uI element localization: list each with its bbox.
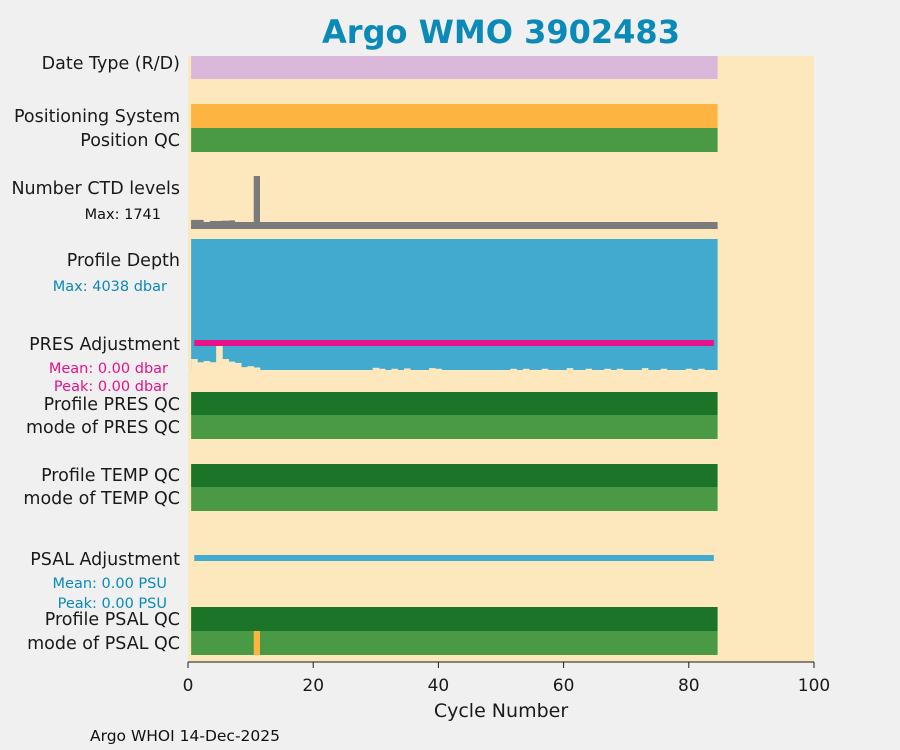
profile-depth-area <box>191 239 718 370</box>
profile-depth-notch-cycle-52 <box>510 368 517 370</box>
x-tick-label-100: 100 <box>798 676 830 696</box>
row-label-psal-adjustment: PSAL Adjustment <box>30 550 180 570</box>
x-tick-label-20: 20 <box>302 676 324 696</box>
row-label-positioning-system: Positioning System <box>14 107 180 127</box>
date-type-bar <box>191 56 718 79</box>
profile-depth-notch-cycle-57 <box>541 368 549 370</box>
profile-depth-notch-cycle-67 <box>604 368 611 370</box>
pres-adjustment-line <box>194 340 714 346</box>
row-label-profile-pres-qc: Profile PRES QC <box>44 395 180 415</box>
profile-depth-notch-cycle-33 <box>391 368 399 370</box>
row-label-mode-pres-qc: mode of PRES QC <box>26 418 180 438</box>
profile-depth-notch-cycle-54 <box>522 368 530 370</box>
profile-depth-notch-cycle-2 <box>197 362 204 370</box>
profile-depth-notch-cycle-11 <box>253 367 261 370</box>
depth-max-text: Max: 4038 dbar <box>53 279 167 295</box>
profile-depth-notch-cycle-80 <box>685 368 693 370</box>
ctd-levels-bar-cycle-5 <box>216 220 223 229</box>
ctd-levels-bar-cycle-1 <box>191 219 198 229</box>
row-label-mode-psal-qc: mode of PSAL QC <box>27 634 180 654</box>
psal-adj-mean-text: Mean: 0.00 PSU <box>53 576 167 592</box>
x-tick-label-80: 80 <box>678 676 700 696</box>
pres-adj-mean-text: Mean: 0.00 dbar <box>49 361 168 377</box>
row-label-mode-temp-qc: mode of TEMP QC <box>23 489 180 509</box>
ctd-levels-bar-cycle-7 <box>228 220 235 229</box>
row-label-position-qc: Position QC <box>80 131 180 151</box>
profile-depth-notch-cycle-9 <box>241 367 248 370</box>
ctd-levels-bar-cycle-11 <box>253 176 260 229</box>
mode-psal-qc-flag-cycle-11 <box>253 631 260 655</box>
profile-depth-notch-cycle-64 <box>585 368 593 370</box>
psal-adjustment-line <box>194 555 714 561</box>
positioning-system-bar <box>191 104 718 128</box>
x-tick-label-60: 60 <box>553 676 575 696</box>
position-qc-bar <box>191 128 718 152</box>
profile-depth-notch-cycle-3 <box>203 360 211 370</box>
profile-depth-notch-cycle-35 <box>403 368 411 370</box>
profile-depth-notch-cycle-30 <box>372 367 380 370</box>
ctd-levels-baseline <box>191 222 718 229</box>
profile-depth-notch-cycle-10 <box>247 366 255 370</box>
row-label-ctd-levels: Number CTD levels <box>11 179 180 199</box>
mode-psal-qc-bar <box>191 631 718 655</box>
row-label-profile-psal-qc: Profile PSAL QC <box>45 610 180 630</box>
profile-depth-notch-cycle-40 <box>435 368 442 370</box>
mode-temp-qc-bar <box>191 487 718 511</box>
row-label-profile-temp-qc: Profile TEMP QC <box>41 466 180 486</box>
ctd-levels-bar-cycle-4 <box>209 220 217 229</box>
profile-psal-qc-bar <box>191 607 718 631</box>
ctd-levels-bar-cycle-6 <box>222 220 229 229</box>
profile-depth-notch-cycle-76 <box>660 368 668 370</box>
pres-adj-peak-text: Peak: 0.00 dbar <box>54 379 168 395</box>
row-label-date-type: Date Type (R/D) <box>42 54 180 74</box>
footer-credit: Argo WHOI 14-Dec-2025 <box>90 727 280 745</box>
row-label-pres-adjustment: PRES Adjustment <box>29 335 180 355</box>
psal-adj-peak-text: Peak: 0.00 PSU <box>58 596 167 612</box>
profile-depth-notch-cycle-39 <box>429 368 436 370</box>
ctd-max-text: Max: 1741 <box>85 207 161 223</box>
mode-pres-qc-bar <box>191 415 718 439</box>
x-tick-label-40: 40 <box>428 676 450 696</box>
profile-depth-notch-cycle-1 <box>191 359 198 370</box>
profile-pres-qc-bar <box>191 392 718 415</box>
profile-depth-notch-cycle-5 <box>216 342 223 370</box>
profile-depth-notch-cycle-8 <box>234 362 242 370</box>
profile-depth-notch-cycle-69 <box>616 368 624 370</box>
x-axis-label: Cycle Number <box>434 700 568 722</box>
profile-temp-qc-bar <box>191 464 718 487</box>
profile-depth-notch-cycle-31 <box>378 368 386 370</box>
profile-depth-notch-cycle-7 <box>228 361 236 370</box>
ctd-levels-bar-cycle-2 <box>197 219 204 229</box>
profile-depth-notch-cycle-73 <box>641 368 649 370</box>
chart-title: Argo WMO 3902483 <box>322 13 680 51</box>
profile-depth-notch-cycle-82 <box>698 368 705 370</box>
profile-depth-notch-cycle-4 <box>209 362 217 370</box>
profile-depth-notch-cycle-61 <box>566 368 574 370</box>
x-axis-ticks: 0 20 40 60 80 100 <box>183 662 830 696</box>
x-tick-label-0: 0 <box>183 676 194 696</box>
profile-depth-notch-cycle-6 <box>222 359 229 370</box>
row-label-profile-depth: Profile Depth <box>67 251 180 271</box>
data-marks <box>191 56 718 655</box>
